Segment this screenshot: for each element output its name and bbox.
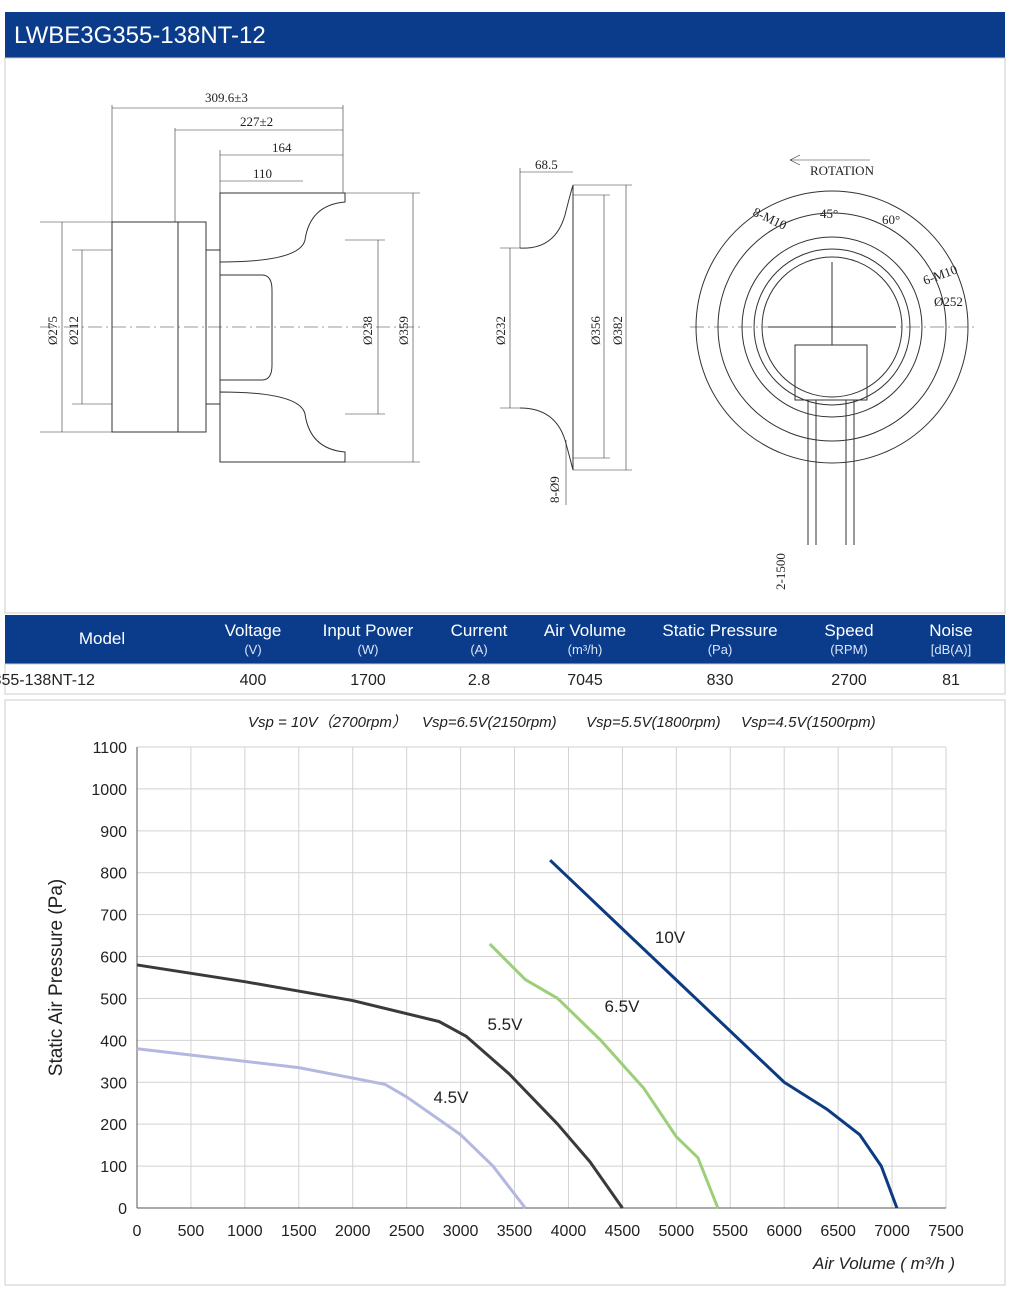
header-bar (5, 12, 1005, 58)
dimension-label: Ø232 (493, 316, 508, 345)
dimension-label: 110 (253, 166, 272, 181)
dimension-label: Ø238 (360, 316, 375, 345)
x-tick-label: 2500 (389, 1223, 425, 1240)
chart-frame (4, 699, 1006, 1286)
y-tick-label: 600 (100, 950, 127, 967)
x-tick-label: 6000 (766, 1223, 802, 1240)
y-tick-label: 200 (100, 1117, 127, 1134)
dimension-label: Ø252 (934, 294, 963, 309)
series-label: 10V (655, 928, 686, 947)
series-label: 6.5V (605, 997, 641, 1016)
column-header: Static Pressure (662, 621, 777, 640)
x-tick-label: 1500 (281, 1223, 317, 1240)
column-unit: (W) (358, 642, 379, 657)
dimension-label: 8-Ø9 (547, 476, 562, 503)
series-label: 4.5V (434, 1088, 470, 1107)
series-line (136, 963, 624, 1209)
chart: 0 100 200 300 400 500 600 700 800 900 1000 1100 0 500… (46, 714, 964, 1273)
rotation-label: ROTATION (810, 163, 875, 178)
series-line (488, 942, 720, 1209)
y-tick-label: 100 (100, 1159, 127, 1176)
table-cell: 7045 (567, 672, 603, 689)
legend-note: Vsp=6.5V(2150rpm) (422, 714, 557, 731)
dimension-label: Ø275 (45, 316, 60, 345)
x-tick-label: 5000 (659, 1223, 695, 1240)
column-unit: (m³/h) (568, 642, 603, 657)
dimension-label: Ø212 (66, 316, 81, 345)
column-header: Current (451, 621, 508, 640)
x-tick-label: 4500 (605, 1223, 641, 1240)
x-tick-label: 500 (178, 1223, 205, 1240)
y-axis-label: Static Air Pressure (Pa) (46, 879, 67, 1076)
y-tick-label: 700 (100, 908, 127, 925)
x-tick-label: 5500 (712, 1223, 748, 1240)
table-cell: 81 (942, 672, 960, 689)
table-cell: 830 (707, 672, 734, 689)
y-tick-label: 900 (100, 824, 127, 841)
series-label: 5.5V (488, 1015, 524, 1034)
legend-note: Vsp=4.5V(1500rpm) (741, 714, 876, 731)
dimension-label: 2-1500 (773, 553, 788, 590)
series-line (136, 1047, 527, 1209)
dimension-label: Ø382 (610, 316, 625, 345)
table-cell: 2700 (831, 672, 867, 689)
column-header: Voltage (225, 621, 282, 640)
table-cell: 1700 (350, 672, 386, 689)
column-header: Air Volume (544, 621, 626, 640)
column-header: Noise (929, 621, 972, 640)
legend-note: Vsp = 10V（2700rpm） (248, 714, 407, 731)
y-tick-label: 500 (100, 991, 127, 1008)
column-header: Model (79, 629, 125, 648)
x-tick-label: 7000 (874, 1223, 910, 1240)
table-cell: LWBE3G355-138NT-12 (0, 672, 95, 689)
header-title: LWBE3G355-138NT-12 (14, 22, 266, 49)
dimension-label: 227±2 (240, 114, 273, 129)
drawing-frame (4, 57, 1006, 614)
x-tick-label: 7500 (928, 1223, 964, 1240)
column-unit: [dB(A)] (931, 642, 971, 657)
x-tick-label: 3500 (497, 1223, 533, 1240)
y-tick-label: 1100 (93, 740, 128, 757)
x-tick-label: 4000 (551, 1223, 587, 1240)
dimension-label: Ø359 (396, 316, 411, 345)
dimension-label: Ø356 (588, 316, 603, 345)
dimension-label: 45° (820, 206, 838, 221)
table-cell: 2.8 (468, 672, 490, 689)
column-unit: (A) (470, 642, 487, 657)
series-line (549, 859, 899, 1209)
x-tick-label: 0 (133, 1223, 142, 1240)
column-unit: (Pa) (708, 642, 733, 657)
x-tick-label: 1000 (227, 1223, 263, 1240)
column-unit: (RPM) (830, 642, 868, 657)
y-tick-label: 300 (100, 1075, 127, 1092)
x-axis-label: Air Volume ( m³/h ) (812, 1254, 955, 1273)
y-tick-label: 400 (100, 1033, 127, 1050)
table-cell: 400 (240, 672, 267, 689)
y-tick-label: 1000 (91, 782, 127, 799)
dimension-label: 309.6±3 (205, 90, 248, 105)
table-row (4, 663, 1006, 695)
spec-table: Model Voltage (V) Input Power (W) Current (A) A… (0, 615, 1006, 695)
legend-note: Vsp=5.5V(1800rpm) (586, 714, 721, 731)
x-tick-label: 6500 (820, 1223, 856, 1240)
y-tick-label: 800 (100, 866, 127, 883)
column-header: Input Power (323, 621, 414, 640)
drawing-labels: 309.6±3 227±2 164 110 Ø275 Ø212 Ø238 Ø35… (45, 90, 963, 590)
dimension-label: 68.5 (535, 157, 558, 172)
dimension-label: 164 (272, 140, 292, 155)
column-unit: (V) (244, 642, 261, 657)
dimension-label: 60° (882, 212, 900, 227)
column-header: Speed (824, 621, 873, 640)
y-tick-label: 0 (118, 1201, 127, 1218)
table-header (5, 615, 1005, 664)
x-tick-label: 3000 (443, 1223, 479, 1240)
technical-drawing (40, 105, 975, 545)
x-tick-label: 2000 (335, 1223, 371, 1240)
